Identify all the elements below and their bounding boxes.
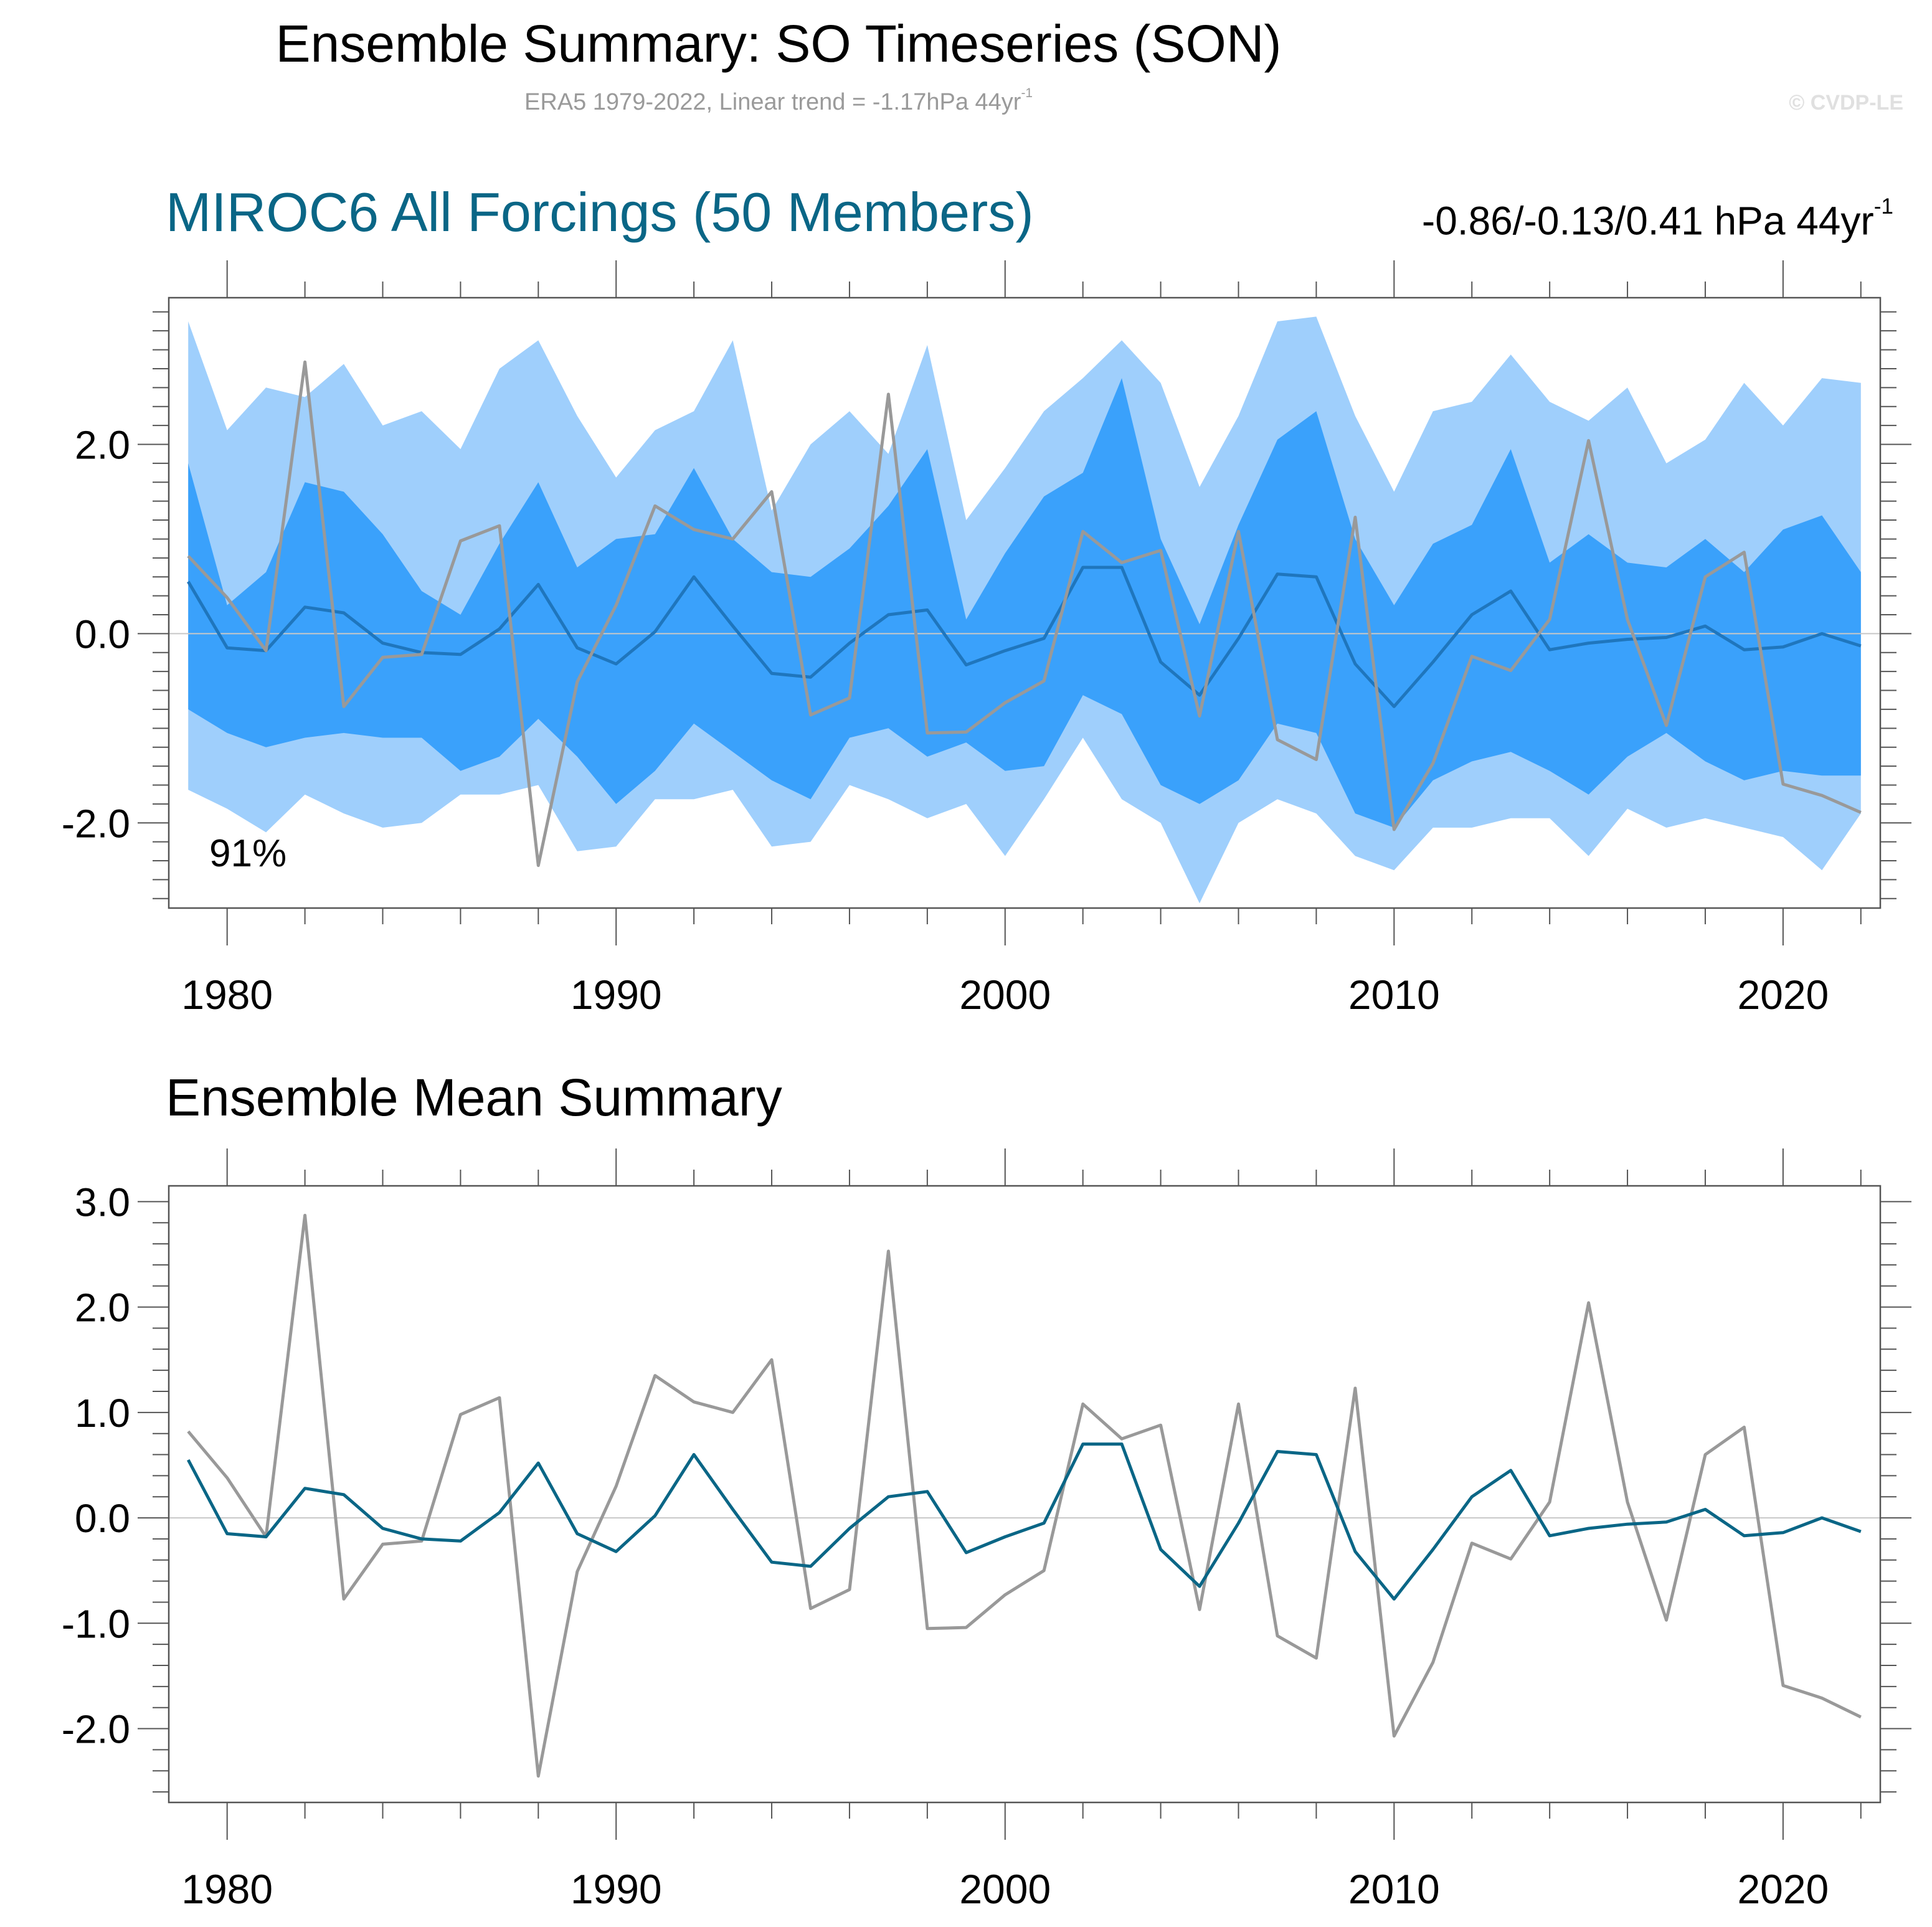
era5-line — [187, 360, 1862, 868]
x-tick-label: 2010 — [1348, 1866, 1440, 1912]
subtitle: ERA5 1979-2022, Linear trend = -1.17hPa … — [0, 86, 1557, 116]
y-tick-label: -1.0 — [62, 1601, 130, 1646]
y-tick-label: 0.0 — [75, 1496, 130, 1541]
ensemble-mean-line — [187, 566, 1862, 708]
y-tick-label: 2.0 — [75, 423, 130, 468]
panel1-title: MIROC6 All Forcings (50 Members) — [166, 181, 1034, 243]
panel2-ensemble-mean-chart: -2.0 -1.0 0.0 1.0 2.0 3.0 1980 1990 2000 2010 2020 — [62, 1148, 1911, 1912]
y-tick-label: 1.0 — [75, 1391, 130, 1436]
y-tick-label: 3.0 — [75, 1180, 130, 1224]
panel1-percent-label: 91% — [209, 832, 287, 875]
x-tick-label: 2000 — [959, 1866, 1051, 1912]
x-tick-label: 1980 — [181, 972, 273, 1018]
x-tick-label: 2020 — [1737, 972, 1829, 1018]
subtitle-text: ERA5 1979-2022, Linear trend = -1.17hPa … — [524, 88, 1021, 115]
page-title: Ensemble Summary: SO Timeseries (SON) — [275, 14, 1282, 73]
y-tick-label: 0.0 — [75, 612, 130, 656]
panel2-title: Ensemble Mean Summary — [166, 1068, 782, 1127]
plot-frame — [168, 1185, 1882, 1804]
panel1-trend-range: -0.86/-0.13/0.41 hPa 44yr-1 — [1422, 194, 1893, 244]
x-tick-label: 1980 — [181, 1866, 273, 1912]
x-tick-label: 1990 — [571, 1866, 662, 1912]
trend-range-exponent: -1 — [1873, 194, 1893, 219]
x-tick-label: 2000 — [959, 972, 1051, 1018]
y-tick-label: -2.0 — [62, 1707, 130, 1752]
inner-spread-band — [188, 378, 1861, 828]
plot-frame — [168, 296, 1882, 909]
y-tick-label: -2.0 — [62, 801, 130, 846]
x-tick-label: 2020 — [1737, 1866, 1829, 1912]
x-tick-label: 1990 — [571, 972, 662, 1018]
trend-range-text: -0.86/-0.13/0.41 hPa 44yr — [1421, 198, 1874, 244]
era5-line — [187, 1213, 1862, 1778]
y-tick-label: 2.0 — [75, 1285, 130, 1330]
panel1-ensemble-spread-chart: -2.0 0.0 2.0 1980 1990 2000 2010 2020 — [62, 260, 1911, 1018]
x-tick-label: 2010 — [1348, 972, 1440, 1018]
subtitle-exponent: -1 — [1021, 86, 1033, 100]
copyright-watermark: © CVDP-LE — [1789, 91, 1903, 115]
ensemble-mean-line — [186, 1442, 1862, 1601]
